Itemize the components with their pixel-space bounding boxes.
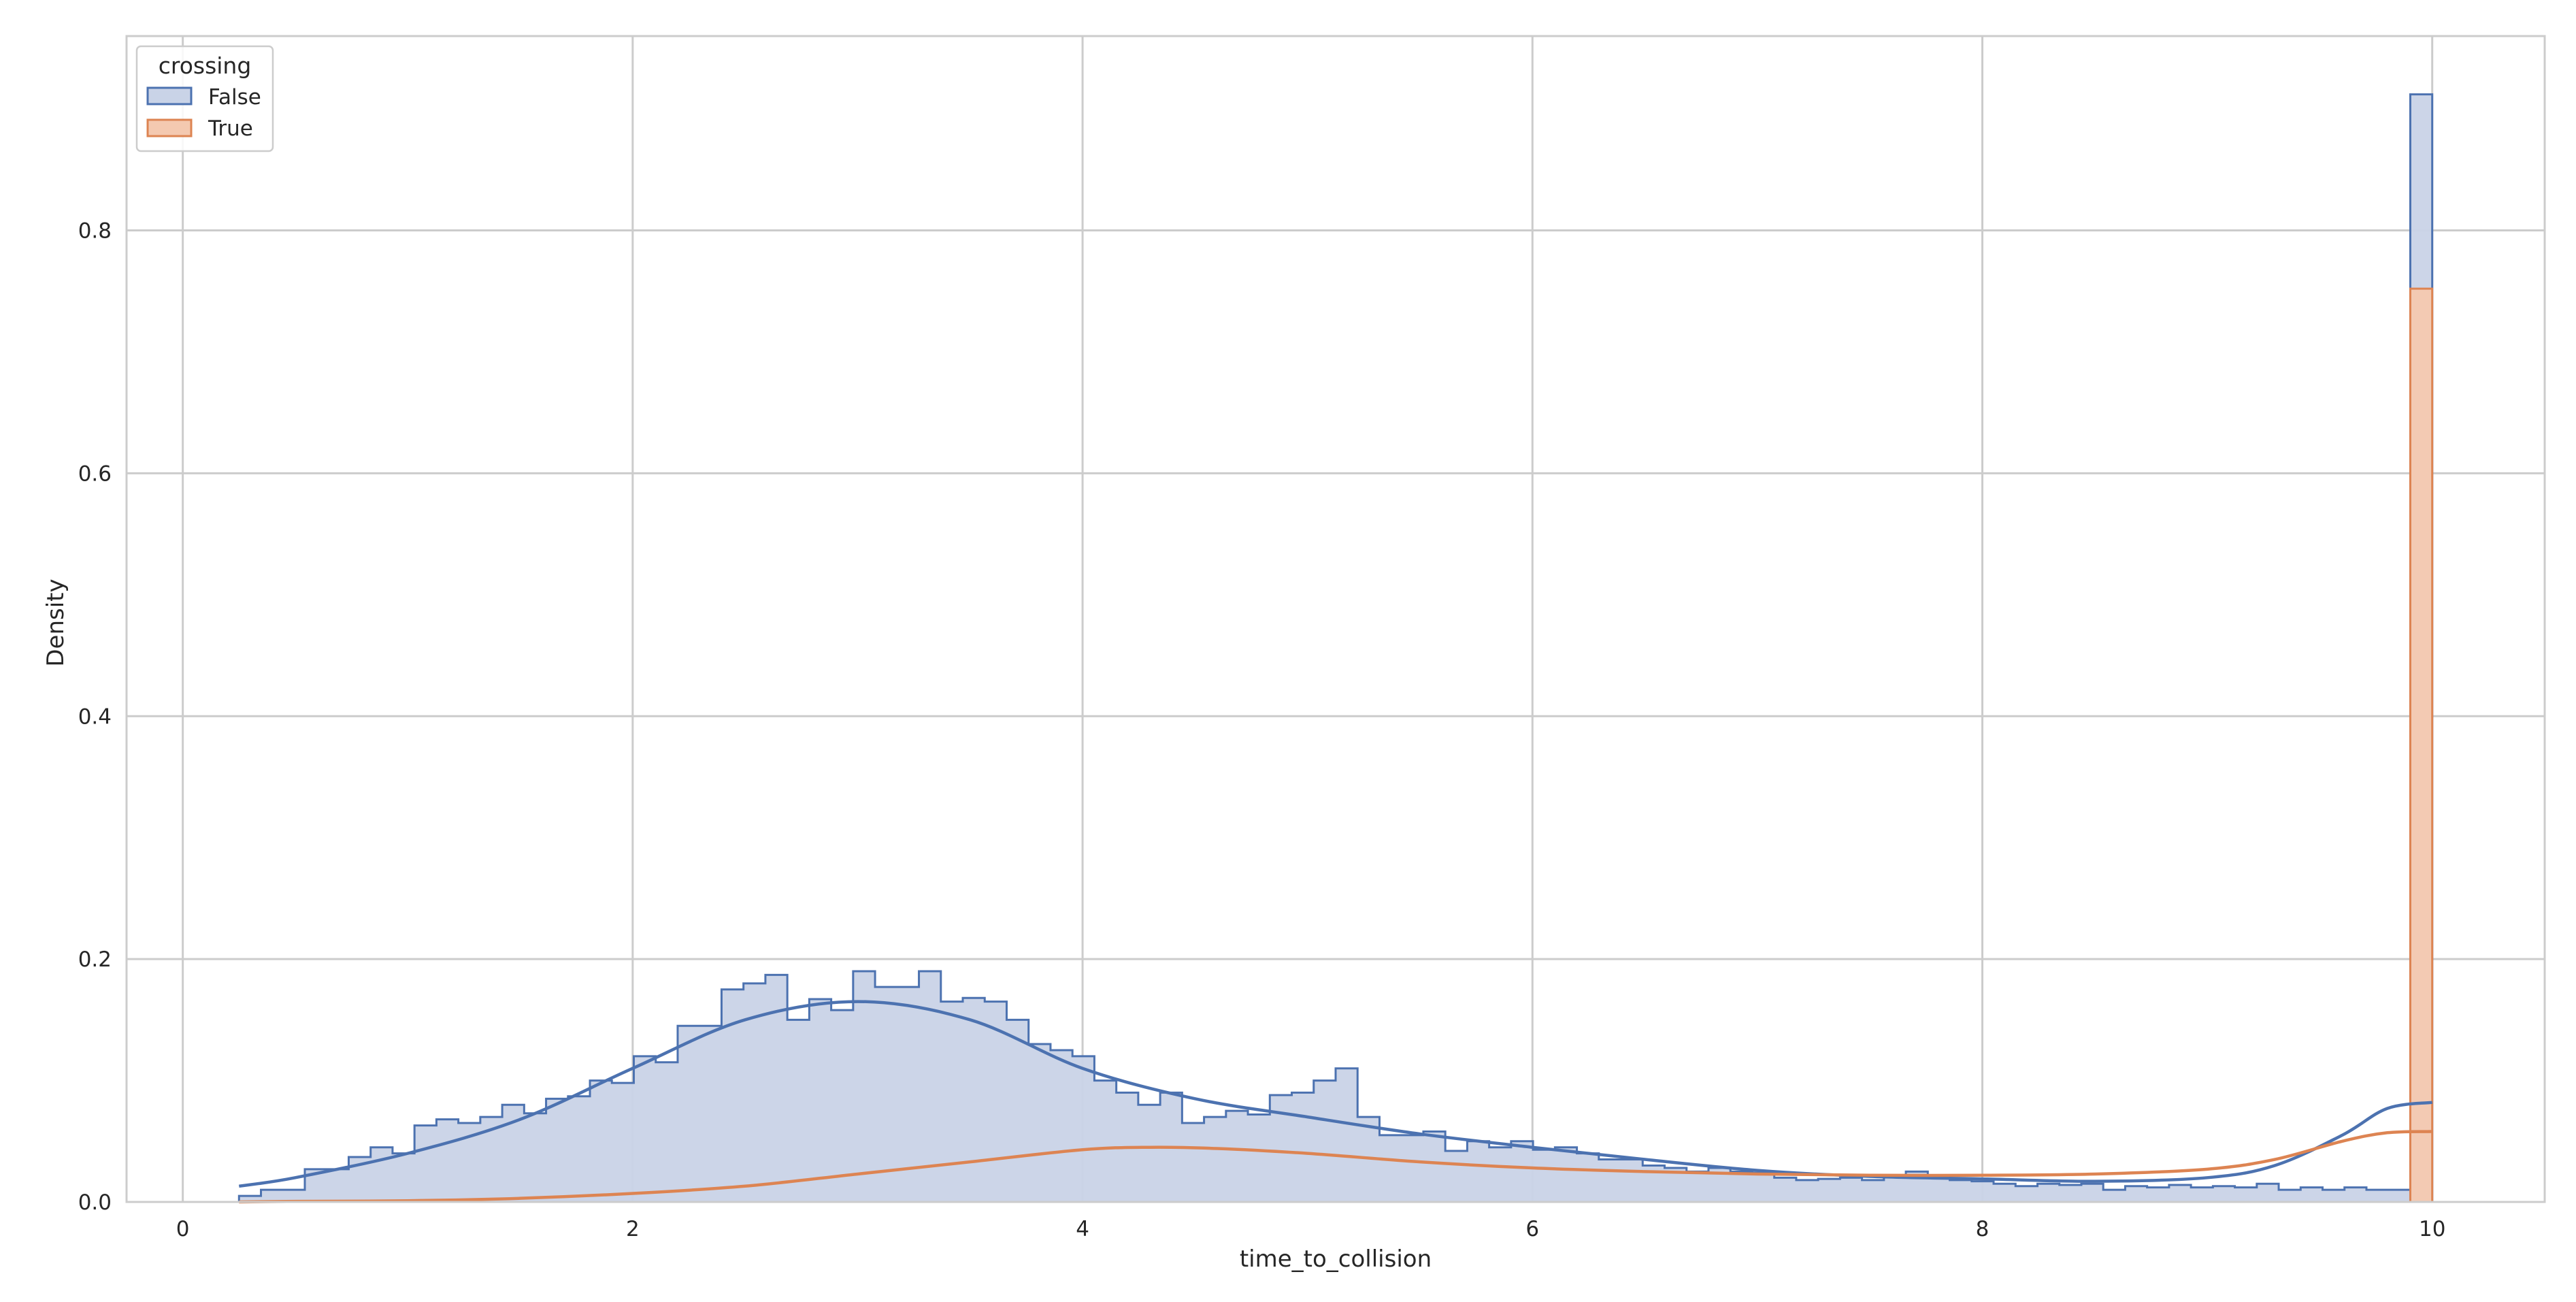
x-axis-label: time_to_collision (1240, 1246, 1432, 1273)
x-tick-label: 8 (1976, 1217, 1989, 1241)
x-tick-label: 10 (2419, 1217, 2445, 1241)
legend-swatch-false (146, 86, 193, 105)
kde-line-true (239, 1130, 2432, 1204)
kde-line-false (238, 1000, 2433, 1188)
legend-label-false: False (208, 85, 261, 110)
histogram-area-false (239, 94, 2432, 1202)
histogram-area-true (239, 289, 2432, 1202)
y-tick-label: 0.6 (78, 461, 112, 486)
y-tick-label: 0.0 (78, 1190, 112, 1215)
legend-swatch-true (146, 118, 193, 137)
y-tick-label: 0.2 (78, 947, 112, 972)
histogram-true-series (239, 287, 2434, 1203)
x-tick-label: 2 (626, 1217, 640, 1241)
legend-title: crossing (159, 52, 252, 79)
histogram-false-series (237, 93, 2434, 1203)
x-tick-label: 4 (1076, 1217, 1089, 1241)
x-tick-label: 6 (1525, 1217, 1539, 1241)
histogram-step-false (237, 93, 2434, 1203)
plot-frame (125, 35, 2546, 1203)
grid (127, 36, 2545, 1203)
y-axis-label: Density (42, 579, 69, 666)
tick-labels: 0 2 4 6 8 10 0.0 0.2 0.4 0.6 0.8 (78, 219, 2446, 1242)
y-tick-label: 0.4 (78, 704, 112, 729)
histogram-step-true (239, 287, 2434, 1203)
legend-label-true: True (208, 116, 253, 141)
y-tick-label: 0.8 (78, 219, 112, 244)
legend: crossing False True (135, 45, 274, 152)
kde-curves (238, 1000, 2433, 1204)
x-tick-label: 0 (176, 1217, 190, 1241)
